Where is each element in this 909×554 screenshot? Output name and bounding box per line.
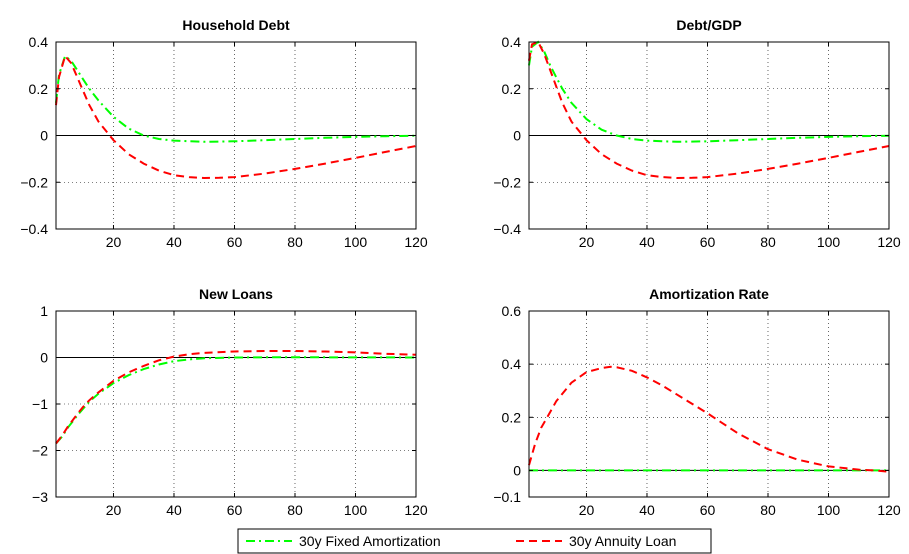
series-fixed bbox=[528, 40, 890, 143]
x-tick-label: 120 bbox=[404, 502, 428, 518]
y-tick-label: 0.4 bbox=[502, 356, 522, 372]
panel-1: 20 40 60 80 100 120 −0.4 −0.2 0 0.2 0.4 Household D… bbox=[20, 17, 428, 250]
panel-3: 20 40 60 80 100 120 −3 −2 −1 0 1 New Loans bbox=[32, 286, 428, 518]
series-annuity bbox=[528, 365, 890, 473]
y-tick-label: −0.2 bbox=[493, 174, 521, 190]
panel-2: 20 40 60 80 100 120 −0.4 −0.2 0 0.2 0.4 Debt/GDP bbox=[493, 17, 901, 250]
x-tick-label: 120 bbox=[404, 234, 428, 250]
y-tick-label: −0.4 bbox=[20, 221, 48, 237]
y-tick-label: −1 bbox=[32, 396, 48, 412]
x-tick-label: 20 bbox=[579, 502, 595, 518]
y-tick-label: −3 bbox=[32, 489, 48, 505]
series-fixed bbox=[55, 54, 417, 143]
panel-title: New Loans bbox=[199, 286, 273, 302]
y-tick-label: 0 bbox=[513, 128, 521, 144]
x-tick-label: 120 bbox=[877, 502, 901, 518]
series-fixed bbox=[55, 356, 417, 445]
plot-area bbox=[529, 311, 889, 497]
y-tick-label: −2 bbox=[32, 443, 48, 459]
y-tick-label: 0.2 bbox=[502, 409, 522, 425]
x-tick-label: 20 bbox=[579, 234, 595, 250]
series-annuity bbox=[55, 350, 417, 445]
x-tick-label: 100 bbox=[817, 502, 841, 518]
x-tick-label: 120 bbox=[877, 234, 901, 250]
x-tick-label: 60 bbox=[700, 502, 716, 518]
y-tick-label: 0.6 bbox=[502, 303, 522, 319]
series-annuity bbox=[55, 53, 417, 180]
x-tick-label: 80 bbox=[760, 502, 776, 518]
y-tick-label: 1 bbox=[40, 303, 48, 319]
x-tick-label: 80 bbox=[287, 234, 303, 250]
y-tick-label: 0.4 bbox=[29, 34, 49, 50]
x-tick-label: 40 bbox=[639, 502, 655, 518]
x-tick-label: 60 bbox=[700, 234, 716, 250]
axes-frame bbox=[528, 310, 890, 498]
y-tick-label: 0.2 bbox=[502, 81, 522, 97]
legend: 30y Fixed Amortization 30y Annuity Loan bbox=[237, 528, 712, 554]
x-tick-label: 60 bbox=[227, 502, 243, 518]
y-tick-label: −0.4 bbox=[493, 221, 521, 237]
x-tick-label: 100 bbox=[344, 234, 368, 250]
panel-title: Debt/GDP bbox=[676, 17, 741, 33]
y-tick-label: 0 bbox=[513, 462, 521, 478]
x-tick-label: 40 bbox=[166, 502, 182, 518]
panel-4: 20 40 60 80 100 120 −0.1 0 0.2 0.4 0.6 Amortization… bbox=[493, 286, 901, 518]
legend-box bbox=[237, 528, 712, 554]
y-tick-label: −0.2 bbox=[20, 174, 48, 190]
panel-title: Amortization Rate bbox=[649, 286, 769, 302]
x-tick-label: 20 bbox=[106, 502, 122, 518]
x-tick-label: 80 bbox=[287, 502, 303, 518]
y-tick-label: 0.4 bbox=[502, 34, 522, 50]
series-annuity bbox=[528, 40, 890, 180]
panel-title: Household Debt bbox=[182, 17, 290, 33]
x-tick-label: 60 bbox=[227, 234, 243, 250]
y-tick-label: 0 bbox=[40, 350, 48, 366]
y-tick-label: 0 bbox=[40, 128, 48, 144]
x-tick-label: 20 bbox=[106, 234, 122, 250]
x-tick-label: 40 bbox=[166, 234, 182, 250]
x-tick-label: 100 bbox=[344, 502, 368, 518]
legend-annuity-label: 30y Annuity Loan bbox=[569, 533, 676, 549]
legend-fixed-label: 30y Fixed Amortization bbox=[299, 533, 441, 549]
x-tick-label: 40 bbox=[639, 234, 655, 250]
y-tick-label: 0.2 bbox=[29, 81, 49, 97]
x-tick-label: 100 bbox=[817, 234, 841, 250]
y-tick-label: −0.1 bbox=[493, 489, 521, 505]
x-tick-label: 80 bbox=[760, 234, 776, 250]
